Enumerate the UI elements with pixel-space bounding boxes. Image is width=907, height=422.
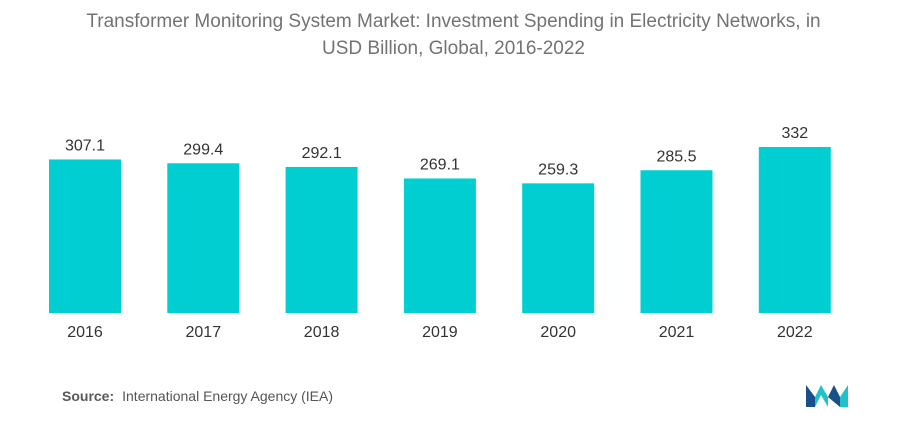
bar-2022	[758, 147, 831, 313]
chart-title-line-2: USD Billion, Global, 2016-2022	[322, 38, 585, 59]
data-label-2019: 269.1	[420, 156, 460, 173]
x-tick-2020: 2020	[540, 324, 576, 341]
x-tick-2018: 2018	[304, 324, 340, 341]
bar-2019	[403, 178, 476, 313]
source-note: Source: International Energy Agency (IEA)	[62, 388, 333, 404]
data-label-2016: 307.1	[65, 137, 105, 154]
data-label-2020: 259.3	[538, 161, 578, 178]
source-text: International Energy Agency (IEA)	[122, 388, 334, 404]
data-label-2021: 285.5	[656, 148, 696, 165]
bar-2021	[640, 170, 713, 313]
bar-2018	[285, 166, 358, 313]
bar-2020	[522, 183, 595, 313]
data-label-2022: 332	[781, 125, 808, 142]
data-label-2018: 292.1	[302, 145, 342, 162]
x-tick-2021: 2021	[659, 324, 695, 341]
x-tick-2016: 2016	[67, 324, 103, 341]
x-tick-2017: 2017	[186, 324, 222, 341]
data-label-2017: 299.4	[183, 141, 223, 158]
chart-title-line-1: Transformer Monitoring System Market: In…	[86, 11, 821, 32]
bar-2016	[49, 159, 121, 313]
x-tick-2022: 2022	[777, 324, 813, 341]
source-label: Source:	[62, 388, 115, 404]
brand-logo-icon	[806, 385, 848, 407]
x-tick-2019: 2019	[422, 324, 458, 341]
chart-title: Transformer Monitoring System Market: In…	[0, 8, 907, 62]
bar-2017	[167, 163, 240, 313]
